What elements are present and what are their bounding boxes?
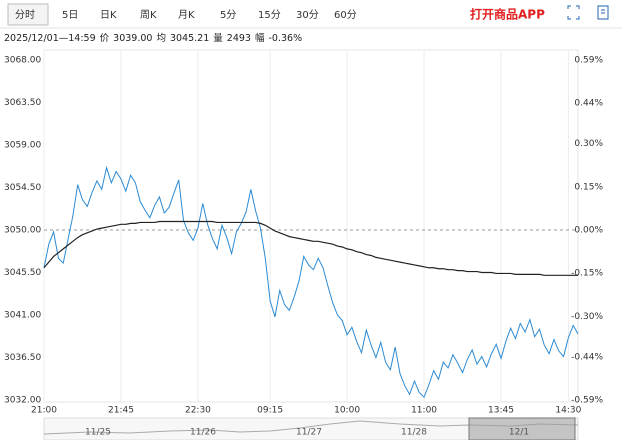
open-app-link[interactable]: 打开商品APP (470, 7, 545, 22)
x-tick-label: 10:00 (334, 406, 360, 416)
tab[interactable]: 周K (140, 9, 157, 21)
info-item: 量 (213, 33, 223, 44)
info-item: 2025/12/01—14:59 (4, 33, 96, 44)
navigator-date: 11/25 (85, 428, 111, 438)
y-tick-label: 3041.00 (4, 311, 41, 321)
fullscreen-icon[interactable] (567, 5, 580, 20)
y-tick-label: 3032.00 (4, 396, 41, 406)
info-item: 均 (156, 32, 166, 44)
y-tick-label: 3054.50 (4, 183, 41, 193)
tab[interactable]: 5分 (220, 9, 236, 21)
y-tick-label: 3050.00 (4, 226, 41, 236)
info-item: -0.36% (268, 33, 302, 44)
info-item: 幅 (255, 32, 265, 44)
y2-tick-label: 0.44% (574, 99, 603, 109)
x-tick-label: 09:15 (257, 406, 283, 416)
info-item: 价 (100, 33, 110, 44)
navigator-date: 12/1 (509, 428, 529, 438)
tab[interactable]: 60分 (334, 9, 357, 21)
x-tick-label: 22:30 (185, 406, 211, 416)
tab[interactable]: 15分 (258, 9, 281, 21)
y2-tick-label: 0.59% (574, 56, 603, 66)
active-tab-box (7, 3, 49, 26)
y-tick-label: 3063.50 (4, 98, 41, 108)
tab[interactable]: 30分 (296, 9, 319, 21)
navigator-date: 11/27 (296, 428, 322, 438)
info-line: 2025/12/01—14:59 价 3039.00 均 3045.21 量 2493 幅 -0… (4, 32, 302, 44)
info-item: 3045.21 (170, 33, 209, 44)
x-tick-label: 21:00 (31, 406, 57, 416)
navigator (43, 417, 579, 440)
info-item: 3039.00 (113, 33, 152, 44)
series-line (43, 165, 579, 399)
navigator-date: 11/28 (401, 428, 427, 438)
y2-tick-label: 0.15% (574, 182, 603, 192)
y2-tick-label: -0.15% (571, 269, 603, 279)
navigator-track (43, 417, 579, 440)
info-item: 2493 (227, 33, 251, 44)
x-tick-label: 14:30 (555, 406, 581, 416)
tab[interactable]: 月K (178, 9, 195, 21)
y2-tick-label: -0.30% (571, 312, 603, 322)
y2-tick-label: 0.00% (574, 226, 603, 236)
y2-tick-label: 0.30% (574, 139, 603, 149)
x-tick-label: 21:45 (108, 406, 134, 416)
y-tick-label: 3059.00 (4, 141, 41, 151)
tab[interactable]: 5日 (62, 10, 78, 21)
settings-icon[interactable] (597, 5, 609, 20)
x-tick-label: 13:45 (488, 406, 514, 416)
tab[interactable]: 日K (100, 10, 117, 21)
y-tick-label: 3036.50 (4, 353, 41, 363)
y-tick-label: 3045.50 (4, 268, 41, 278)
navigator-date: 11/26 (190, 428, 216, 438)
navigator-window[interactable] (468, 417, 576, 440)
x-tick-label: 11:00 (411, 406, 437, 416)
y-tick-label: 3068.00 (4, 56, 41, 66)
y2-tick-label: -0.44% (571, 352, 603, 362)
y2-tick-label: -0.59% (571, 396, 603, 406)
tab[interactable]: 分时 (15, 9, 35, 21)
series-line (43, 220, 579, 276)
